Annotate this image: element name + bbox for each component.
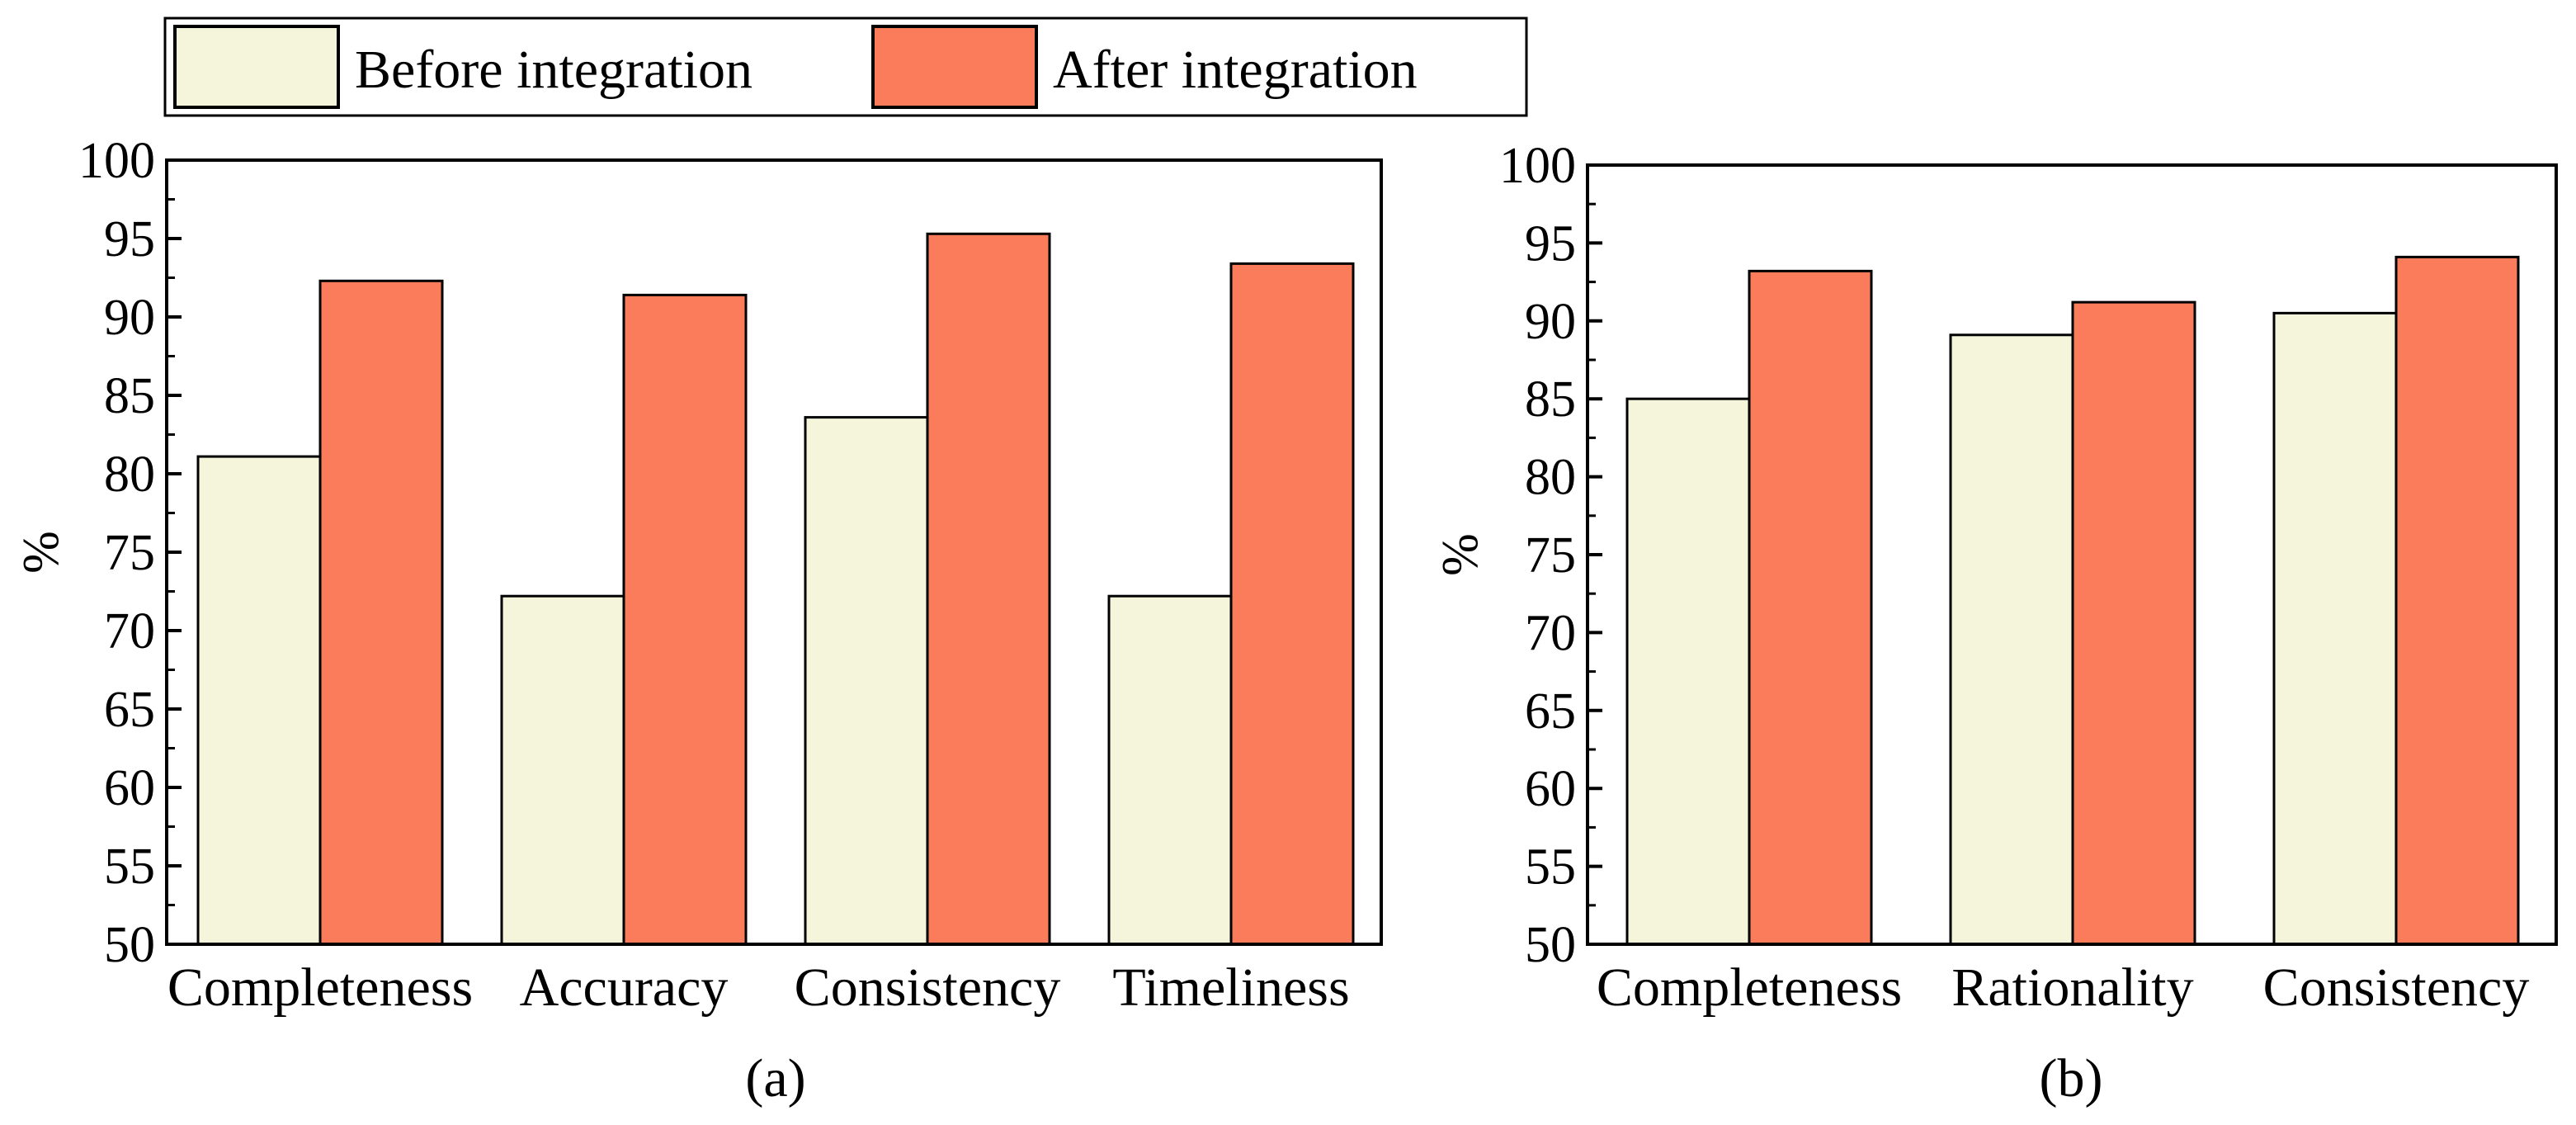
- bar-before-consistency: [804, 416, 929, 946]
- y-tick-label: 100: [1499, 138, 1576, 194]
- y-tick-label: 70: [104, 603, 155, 659]
- legend: Before integration After integration: [163, 17, 1528, 117]
- y-axis-label-a: %: [13, 531, 69, 574]
- y-tick-label: 75: [104, 525, 155, 581]
- y-tick-label: 50: [1525, 917, 1576, 973]
- chart-panel-b: 50 55 60 65 70 75 80 85 90 95 100 Completeness Rati…: [1432, 138, 2558, 1108]
- legend-label-before: Before integration: [355, 40, 753, 100]
- y-tick-label: 95: [104, 211, 155, 267]
- legend-swatch-after: [871, 25, 1038, 109]
- bar-after-consistency: [926, 232, 1051, 946]
- legend-label-after: After integration: [1053, 40, 1418, 100]
- x-category-label: Consistency: [2263, 957, 2530, 1018]
- bar-after-rationality: [2071, 300, 2196, 946]
- y-tick-label: 65: [1525, 683, 1576, 740]
- y-tick-label: 70: [1525, 605, 1576, 661]
- legend-box: [163, 17, 1528, 117]
- y-tick-label: 85: [104, 368, 155, 424]
- x-category-label: Consistency: [795, 957, 1061, 1018]
- legend-swatch-before: [173, 25, 340, 109]
- y-tick-label: 100: [78, 133, 155, 189]
- bar-after-accuracy: [622, 293, 748, 946]
- bar-before-timeliness: [1107, 594, 1233, 946]
- x-category-label: Completeness: [1597, 957, 1902, 1018]
- y-axis-b: 50 55 60 65 70 75 80 85 90 95 100: [1499, 138, 1602, 973]
- bars-a: [196, 232, 1355, 946]
- y-tick-label: 60: [1525, 761, 1576, 817]
- chart-panel-a: 50 55 60 65 70 75 80 85 90 95 100 Completeness Accu…: [13, 133, 1383, 1108]
- bar-before-completeness: [196, 455, 322, 946]
- bar-after-timeliness: [1229, 262, 1355, 946]
- panel-label-a: (a): [745, 1048, 805, 1108]
- y-tick-label: 90: [104, 290, 155, 346]
- x-category-label: Accuracy: [520, 957, 729, 1018]
- bar-before-completeness: [1625, 397, 1751, 946]
- bar-after-completeness: [1748, 269, 1873, 946]
- y-tick-label: 85: [1525, 371, 1576, 428]
- bar-after-completeness: [318, 279, 444, 946]
- x-category-label: Completeness: [167, 957, 473, 1018]
- y-tick-label: 55: [104, 839, 155, 895]
- panel-label-b: (b): [2040, 1048, 2103, 1108]
- bars-b: [1625, 255, 2520, 946]
- bar-before-accuracy: [500, 594, 625, 946]
- x-category-label: Rationality: [1951, 957, 2193, 1018]
- x-axis-a: Completeness Accuracy Consistency Timelines…: [167, 957, 1350, 1018]
- x-axis-b: Completeness Rationality Consistency: [1597, 957, 2529, 1018]
- bar-before-rationality: [1949, 333, 2074, 946]
- y-tick-label: 95: [1525, 215, 1576, 272]
- bar-before-consistency: [2272, 311, 2398, 946]
- y-axis-a: 50 55 60 65 70 75 80 85 90 95 100: [78, 133, 182, 973]
- y-tick-label: 80: [1525, 450, 1576, 506]
- y-axis-label-b: %: [1432, 533, 1489, 576]
- y-tick-label: 60: [104, 760, 155, 816]
- y-tick-label: 75: [1525, 527, 1576, 584]
- y-tick-label: 50: [104, 917, 155, 973]
- y-tick-label: 65: [104, 682, 155, 738]
- bar-after-consistency: [2394, 255, 2520, 946]
- x-category-label: Timeliness: [1112, 957, 1349, 1018]
- y-tick-label: 55: [1525, 839, 1576, 896]
- y-tick-label: 80: [104, 447, 155, 503]
- y-tick-label: 90: [1525, 294, 1576, 350]
